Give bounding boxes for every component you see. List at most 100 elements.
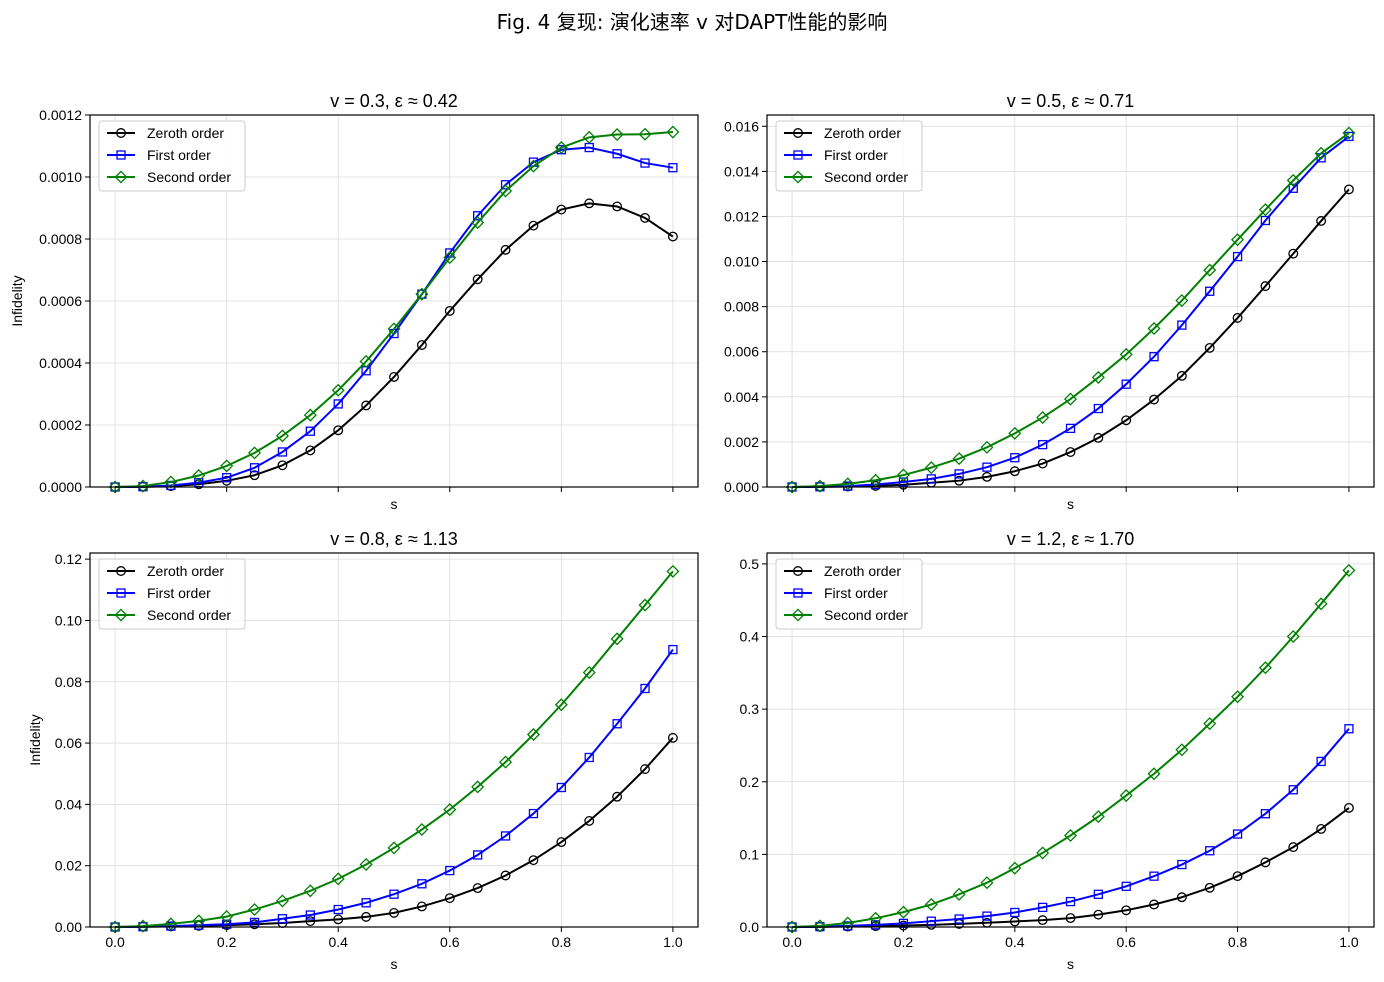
data-point [1286, 629, 1300, 644]
legend-marker [793, 150, 803, 160]
data-point [1314, 597, 1328, 611]
data-point [980, 876, 994, 890]
y-tick-label: 0.014 [724, 163, 759, 179]
data-point [1343, 184, 1354, 195]
data-point [1175, 743, 1189, 757]
series-line-first-order [792, 135, 1350, 488]
legend-marker [116, 150, 126, 160]
data-point [667, 231, 678, 242]
legend-marker [793, 566, 803, 576]
data-point [640, 683, 650, 694]
data-point [1063, 828, 1078, 843]
y-tick-label: 0.0012 [39, 107, 82, 123]
data-point [1288, 248, 1299, 259]
data-point [1065, 447, 1076, 458]
data-point [954, 475, 965, 486]
data-point [416, 901, 427, 912]
y-tick-label: 0.0000 [39, 479, 82, 495]
legend-marker [114, 170, 128, 184]
data-point [556, 782, 566, 793]
data-point [1258, 203, 1272, 217]
series-line-first-order [115, 146, 674, 488]
data-point [1009, 916, 1020, 927]
data-point [473, 211, 483, 221]
y-tick-label: 0.02 [55, 858, 82, 874]
legend-label: Zeroth order [824, 563, 901, 579]
data-point [924, 897, 938, 912]
data-point [359, 354, 373, 368]
subplot-title: v = 0.8, ε ≈ 1.13 [330, 529, 457, 549]
data-point [1343, 802, 1354, 813]
data-point [1286, 173, 1300, 187]
data-point [640, 212, 650, 223]
data-point [361, 911, 372, 922]
x-tick-label: 0.4 [328, 934, 348, 950]
data-point [1009, 466, 1020, 477]
data-point [954, 914, 964, 924]
data-point [666, 125, 680, 139]
series-line-first-order [792, 728, 1350, 928]
data-point [499, 184, 513, 198]
data-point [333, 425, 344, 436]
data-point [471, 216, 485, 230]
legend-label: First order [147, 585, 211, 601]
data-point [1147, 767, 1161, 781]
data-point [1037, 915, 1048, 926]
data-point [1232, 871, 1243, 882]
data-point [1119, 789, 1133, 803]
data-point [472, 274, 483, 285]
data-point [612, 149, 622, 159]
data-point [500, 180, 511, 190]
axes-frame [89, 552, 699, 928]
data-point [1176, 370, 1187, 381]
data-point [192, 469, 206, 483]
data-point [305, 916, 316, 927]
data-point [528, 808, 539, 819]
axes-frame [766, 114, 1375, 488]
data-point [980, 440, 994, 454]
data-point [303, 884, 317, 898]
subplot-title: v = 1.2, ε ≈ 1.70 [1007, 529, 1134, 549]
data-point [638, 598, 652, 612]
data-point [248, 446, 262, 460]
data-point [136, 919, 150, 933]
legend: Zeroth order First order Second order [775, 558, 923, 630]
legend-label: Second order [147, 169, 231, 185]
subplot-4: 0.0 0.2 0.4 0.6 0.8 1.0 0.0 0.1 0.2 0.3 0.4 0.5 v = … [740, 529, 1375, 972]
x-tick-label: 0.0 [105, 934, 125, 950]
data-point [582, 666, 596, 680]
legend-label: Zeroth order [147, 125, 224, 141]
x-axis-label: s [1067, 956, 1074, 972]
data-point [1175, 294, 1189, 308]
data-point [444, 893, 455, 904]
data-point [1065, 913, 1076, 924]
subplot-title: v = 0.5, ε ≈ 0.71 [1007, 91, 1134, 111]
data-point [1121, 415, 1132, 426]
data-point [1258, 661, 1272, 675]
data-point [841, 916, 855, 930]
y-tick-label: 0.00 [55, 919, 82, 935]
data-point [499, 755, 513, 769]
x-tick-label: 0.4 [1005, 934, 1025, 950]
data-point [359, 857, 373, 871]
data-point [584, 752, 594, 763]
y-tick-label: 0.0002 [39, 417, 82, 433]
data-point [1065, 896, 1076, 907]
data-point [610, 632, 624, 646]
data-point [443, 251, 457, 265]
x-tick-label: 0.6 [440, 934, 460, 950]
data-point [1316, 756, 1326, 767]
y-tick-label: 0.0006 [39, 293, 82, 309]
data-point [164, 917, 178, 931]
y-tick-label: 0.012 [724, 208, 759, 224]
legend-marker [791, 608, 805, 622]
data-point [248, 903, 262, 917]
data-point [1091, 810, 1105, 824]
data-point [415, 822, 429, 837]
data-point [164, 475, 178, 489]
x-axis-label: s [1067, 496, 1074, 512]
data-point [473, 850, 483, 860]
data-point [361, 400, 372, 411]
data-point [1063, 392, 1078, 406]
